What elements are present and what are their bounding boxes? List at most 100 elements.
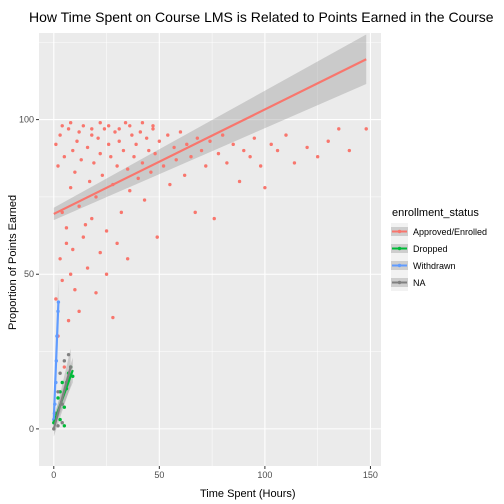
data-point: [125, 167, 130, 171]
data-point: [132, 155, 136, 159]
data-point: [284, 133, 288, 137]
data-point: [315, 155, 320, 159]
data-point: [77, 309, 81, 314]
y-axis-title: Proportion of Points Earned: [7, 195, 19, 330]
data-point: [149, 170, 153, 174]
data-point: [189, 155, 193, 159]
data-point: [85, 266, 90, 270]
data-point: [83, 223, 88, 227]
data-point: [54, 142, 58, 147]
data-point: [128, 189, 132, 193]
data-point: [79, 158, 83, 162]
y-tick-label: 50: [24, 269, 34, 279]
data-point: [212, 216, 216, 221]
data-point: [140, 161, 145, 165]
data-point: [56, 424, 60, 428]
fit-line: [52, 302, 60, 420]
data-point: [128, 124, 132, 128]
data-point: [151, 124, 155, 128]
data-point: [109, 155, 113, 159]
data-point: [151, 127, 155, 131]
data-point: [68, 272, 73, 276]
data-points: [52, 120, 368, 431]
data-point: [275, 148, 280, 153]
data-point: [119, 210, 124, 215]
data-point: [71, 247, 75, 252]
data-point: [242, 148, 246, 153]
data-point: [92, 161, 96, 165]
data-point: [68, 185, 73, 190]
data-point: [113, 130, 117, 134]
data-point: [104, 229, 109, 233]
data-point: [258, 164, 263, 168]
data-point: [144, 136, 149, 140]
data-point: [117, 127, 121, 131]
data-point: [64, 241, 69, 246]
data-point: [178, 130, 183, 134]
data-point: [263, 185, 267, 190]
data-point: [106, 124, 111, 128]
data-point: [98, 120, 102, 125]
x-axis-ticks: 0 50 100 150: [51, 466, 378, 480]
data-point: [98, 250, 102, 255]
x-tick-label: 100: [257, 470, 272, 480]
legend-key: [391, 240, 408, 257]
data-point: [220, 133, 225, 137]
data-point: [136, 176, 140, 181]
data-point: [62, 359, 67, 363]
legend-key: [391, 223, 408, 240]
data-point: [182, 173, 187, 177]
data-point: [58, 417, 62, 422]
data-point: [104, 272, 109, 276]
legend-key-point: [397, 229, 402, 234]
data-point: [337, 127, 341, 131]
data-point: [168, 182, 172, 187]
data-point: [142, 198, 147, 202]
data-point: [75, 139, 79, 143]
data-point: [54, 297, 58, 301]
data-point: [208, 139, 212, 143]
data-point: [66, 352, 71, 357]
data-point: [305, 145, 309, 150]
data-point: [185, 142, 189, 147]
data-point: [90, 127, 94, 131]
data-point: [56, 396, 60, 400]
data-point: [94, 291, 98, 295]
legend-label: Withdrawn: [413, 261, 456, 271]
data-point: [125, 257, 130, 261]
data-point: [58, 257, 62, 261]
data-point: [85, 145, 90, 150]
legend-label: NA: [413, 278, 426, 288]
data-point: [60, 421, 64, 425]
data-point: [111, 315, 115, 320]
x-tick-label: 50: [154, 470, 164, 480]
data-point: [56, 164, 60, 168]
data-point: [60, 278, 64, 283]
y-tick-label: 0: [29, 424, 34, 434]
data-point: [252, 136, 257, 140]
data-point: [138, 130, 143, 134]
data-point: [66, 318, 71, 323]
data-point: [66, 127, 71, 131]
data-point: [269, 142, 273, 147]
x-tick-label: 150: [363, 470, 378, 480]
data-point: [157, 139, 162, 143]
data-point: [123, 120, 128, 125]
chart-title: How Time Spent on Course LMS is Related …: [29, 9, 494, 25]
data-point: [77, 204, 81, 208]
data-point: [87, 179, 92, 184]
data-point: [147, 148, 151, 153]
data-point: [60, 210, 64, 215]
data-point: [248, 155, 252, 159]
data-point: [199, 148, 204, 153]
data-point: [73, 288, 77, 292]
data-point: [134, 142, 138, 147]
data-point: [204, 164, 208, 168]
data-point: [347, 148, 352, 153]
data-point: [81, 124, 86, 128]
data-point: [62, 365, 67, 369]
data-point: [237, 179, 242, 184]
data-point: [81, 235, 86, 239]
data-point: [193, 210, 197, 215]
